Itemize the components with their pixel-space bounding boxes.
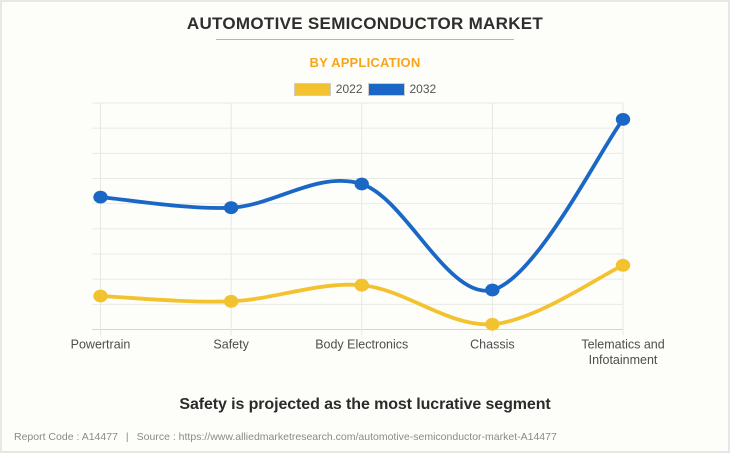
data-point-2032-3[interactable] — [485, 283, 500, 297]
data-point-2032-2[interactable] — [354, 177, 369, 191]
group-by-label: BY APPLICATION — [309, 55, 421, 70]
chart-legend: 2022 2032 — [2, 82, 728, 96]
data-point-2022-0[interactable] — [93, 289, 108, 303]
x-axis-label: Powertrain — [71, 338, 131, 352]
x-axis-label: Safety — [213, 338, 249, 352]
legend-label-2022: 2022 — [335, 82, 363, 96]
data-point-2022-1[interactable] — [223, 294, 239, 308]
data-point-2022-4[interactable] — [615, 258, 631, 272]
data-point-2022-2[interactable] — [354, 278, 369, 292]
legend-swatch-2032-icon — [367, 82, 405, 96]
line-chart: Powertrain Safety Body Electronics Chassis T… — [71, 102, 665, 368]
lucrative-segment-note: Safety is projected as the most lucrativ… — [179, 396, 551, 413]
title-divider — [216, 39, 514, 40]
page-title: AUTOMOTIVE SEMICONDUCTOR MARKET — [186, 14, 544, 33]
report-code: Report Code : A14477 — [14, 431, 118, 443]
data-point-2032-4[interactable] — [615, 112, 631, 126]
legend-item-2022[interactable]: 2022 — [293, 82, 363, 96]
data-point-2032-1[interactable] — [223, 201, 239, 215]
legend-swatch-2022-icon — [293, 82, 331, 96]
series-line-2032 — [98, 117, 625, 293]
x-axis-label: Chassis — [470, 338, 514, 352]
data-point-2022-3[interactable] — [485, 317, 500, 331]
x-axis-label: Body Electronics — [315, 338, 408, 352]
legend-label-2032: 2032 — [409, 82, 437, 96]
report-footer: Report Code : A14477 | Source : https://… — [14, 431, 716, 443]
line-chart-area: Powertrain Safety Body Electronics Chassis T… — [2, 97, 728, 369]
legend-item-2032[interactable]: 2032 — [367, 82, 437, 96]
data-point-2032-0[interactable] — [93, 190, 108, 204]
source-url: Source : https://www.alliedmarketresearc… — [136, 431, 557, 443]
x-axis-label: Telematics and Infotainment — [581, 338, 664, 368]
footer-separator: | — [125, 431, 129, 443]
